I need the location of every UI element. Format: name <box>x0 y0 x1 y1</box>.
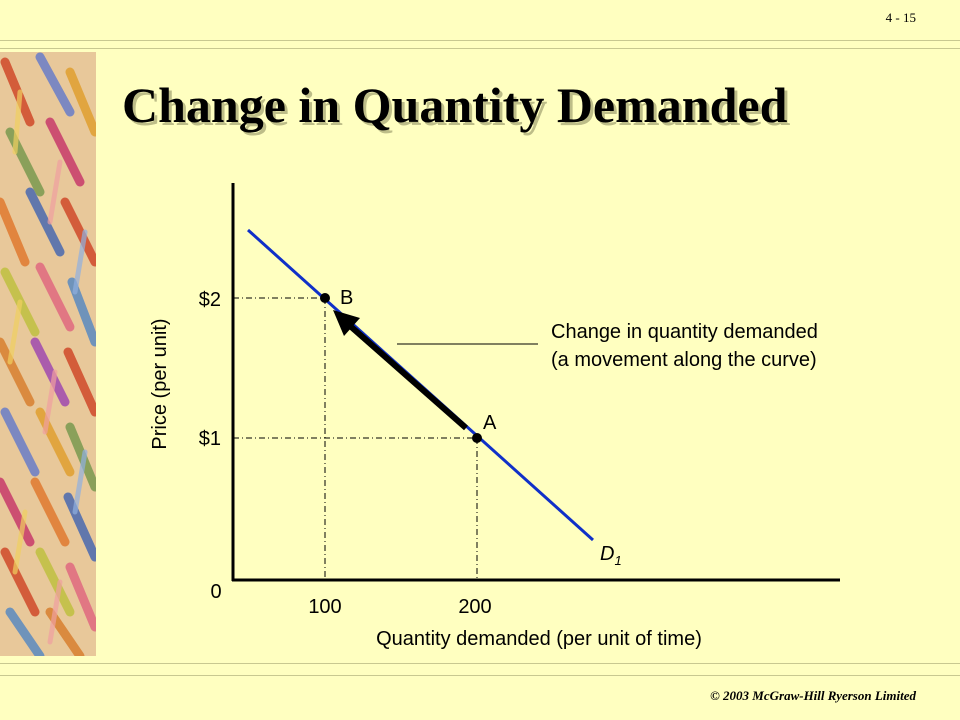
decorative-side-art <box>0 52 96 656</box>
point-a-label: A <box>483 412 497 434</box>
header-rule <box>0 40 960 41</box>
annotation-line-1: Change in quantity demanded <box>551 321 818 343</box>
point-b <box>320 293 330 303</box>
origin-label: 0 <box>210 581 221 603</box>
point-a <box>472 433 482 443</box>
price-tick-1: $1 <box>199 428 221 450</box>
y-axis-label: Price (per unit) <box>149 318 171 449</box>
quantity-tick-200: 200 <box>458 596 491 618</box>
demand-curve-label: D1 <box>600 543 622 568</box>
demand-curve-letter: D <box>600 543 614 565</box>
header-rule-secondary <box>0 48 960 49</box>
footer-rule <box>0 663 960 664</box>
page-number: 4 - 15 <box>885 10 916 25</box>
x-axis-label: Quantity demanded (per unit of time) <box>376 628 702 650</box>
slide-title: Change in Quantity Demanded <box>122 77 788 133</box>
movement-arrow-head <box>333 310 360 336</box>
quantity-tick-100: 100 <box>308 596 341 618</box>
copyright-notice: © 2003 McGraw-Hill Ryerson Limited <box>710 688 916 703</box>
annotation-line-2: (a movement along the curve) <box>551 349 817 371</box>
footer-rule-secondary <box>0 675 960 676</box>
movement-arrow-shaft <box>347 322 468 431</box>
point-b-label: B <box>340 287 353 309</box>
demand-curve-subscript: 1 <box>614 553 621 568</box>
price-tick-2: $2 <box>199 289 221 311</box>
